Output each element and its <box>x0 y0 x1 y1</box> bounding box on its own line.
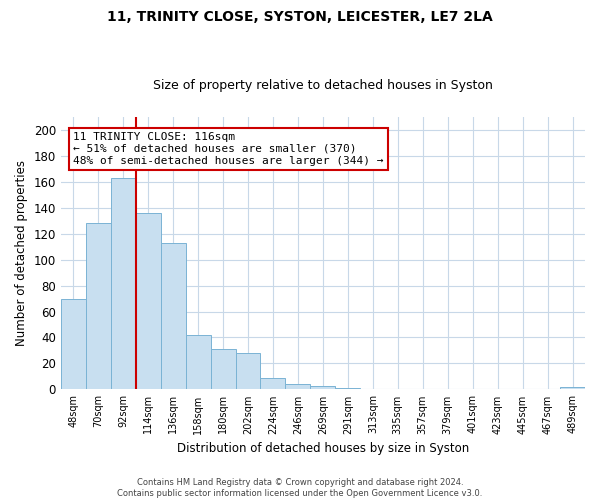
Y-axis label: Number of detached properties: Number of detached properties <box>15 160 28 346</box>
Bar <box>286 384 310 390</box>
Bar <box>335 388 361 390</box>
Bar <box>136 213 161 390</box>
Bar <box>260 378 286 390</box>
Bar <box>86 223 111 390</box>
Title: Size of property relative to detached houses in Syston: Size of property relative to detached ho… <box>153 79 493 92</box>
Bar <box>161 242 185 390</box>
Text: 11, TRINITY CLOSE, SYSTON, LEICESTER, LE7 2LA: 11, TRINITY CLOSE, SYSTON, LEICESTER, LE… <box>107 10 493 24</box>
Text: Contains HM Land Registry data © Crown copyright and database right 2024.
Contai: Contains HM Land Registry data © Crown c… <box>118 478 482 498</box>
Bar <box>111 178 136 390</box>
Bar <box>61 298 86 390</box>
Bar <box>211 349 236 390</box>
Bar <box>236 353 260 390</box>
Text: 11 TRINITY CLOSE: 116sqm
← 51% of detached houses are smaller (370)
48% of semi-: 11 TRINITY CLOSE: 116sqm ← 51% of detach… <box>73 132 384 166</box>
X-axis label: Distribution of detached houses by size in Syston: Distribution of detached houses by size … <box>177 442 469 455</box>
Bar <box>560 387 585 390</box>
Bar <box>185 335 211 390</box>
Bar <box>310 386 335 390</box>
